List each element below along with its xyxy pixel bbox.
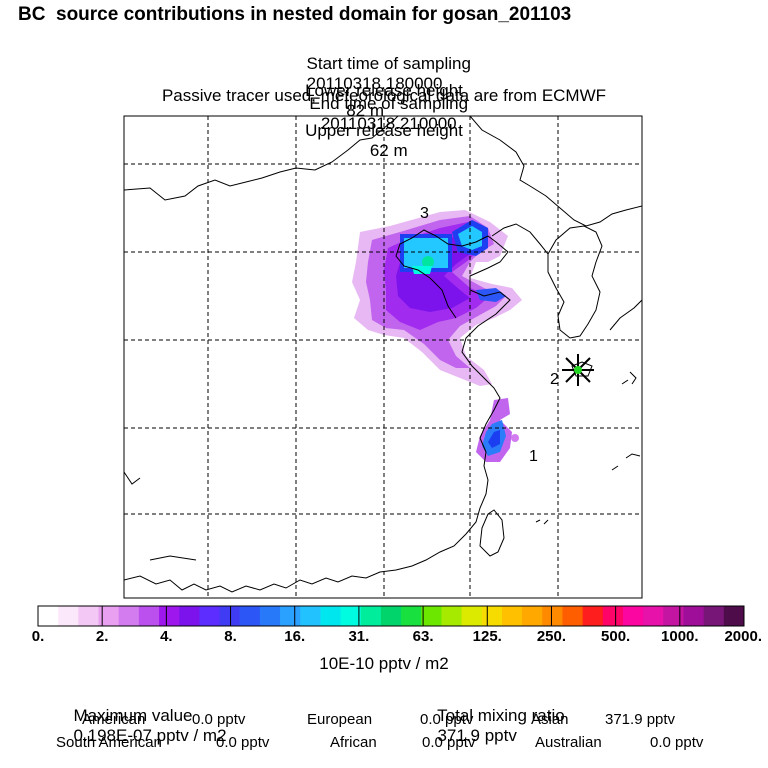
colorbar-tick-label: 2000. — [724, 628, 762, 645]
colorbar-tick-label: 16. — [284, 628, 306, 645]
colorbar-segment — [38, 606, 59, 626]
colorbar-segment — [179, 606, 200, 626]
map-frame — [123, 115, 643, 599]
colorbar-units: 10E-10 pptv / m2 — [319, 654, 449, 673]
sampling-time-line: Start time of sampling 20110318.180000 E… — [0, 34, 768, 134]
colorbar-segment — [501, 606, 523, 626]
total-mixing-line: Total mixing ratio 371.9 pptv — [428, 686, 588, 746]
colorbar-segment — [280, 606, 301, 626]
colorbar-segment — [360, 606, 382, 626]
source-label-3: 3 — [420, 205, 429, 222]
colorbar-segment — [643, 606, 664, 626]
contribution-plume — [352, 210, 522, 462]
african-label: African — [330, 734, 377, 751]
colorbar-segment — [481, 606, 503, 626]
colorbar-segment — [562, 606, 584, 626]
max-value: 0.198E-07 pptv / m2 — [73, 726, 227, 745]
colorbar-segment — [320, 606, 342, 626]
asian-label: Asian — [531, 711, 569, 728]
colorbar-tick-label: 250. — [536, 628, 567, 645]
colorbar-frame — [37, 605, 745, 627]
colorbar-tick-label: 31. — [348, 628, 370, 645]
colorbar-segment — [138, 606, 160, 626]
colorbar-segment — [441, 606, 463, 626]
lat-lon-grid — [124, 116, 642, 598]
total-mixing-label: Total mixing ratio — [437, 706, 565, 725]
colorbar-tick-label: 500. — [601, 628, 631, 645]
tracer-note: Passive tracer used, meteorological data… — [161, 86, 607, 105]
colorbar-tick-label: 63. — [412, 628, 434, 645]
african-value: 0.0 pptv — [422, 734, 476, 751]
start-time-label: Start time of sampling — [306, 54, 471, 73]
colorbar-segment — [683, 606, 705, 626]
colorbar-segment — [340, 606, 362, 626]
australian-value: 0.0 pptv — [650, 734, 704, 751]
total-mixing-value: 371.9 pptv — [437, 726, 517, 745]
start-time-value: 20110318.180000 — [306, 74, 443, 93]
max-value-line: Maximum value 0.198E-07 pptv / m2 — [64, 686, 227, 746]
american-value: 0.0 pptv — [192, 711, 246, 728]
colorbar-segment — [602, 606, 624, 626]
colorbar-segment — [522, 606, 543, 626]
upper-height-value: 62 m — [369, 141, 408, 160]
colorbar-tick-label: 125. — [472, 628, 502, 645]
map-title: BC source contributions in nested domain… — [18, 4, 572, 25]
lower-height-value: 82 m — [346, 101, 384, 120]
colorbar-segment — [118, 606, 140, 626]
south-american-label: South American — [56, 734, 162, 751]
south-american-value: 0.0 pptv — [216, 734, 270, 751]
colorbar-segment — [703, 606, 725, 626]
end-time-value: 20110318.210000 — [320, 114, 457, 133]
source-label-2: 2 — [550, 371, 559, 388]
colorbar-tick-label: 2. — [95, 628, 109, 645]
colorbar-segment — [58, 606, 79, 626]
release-height-line: Lower release height 82 m Upper release … — [0, 61, 768, 161]
asian-value: 371.9 pptv — [605, 711, 676, 728]
colorbar-segment — [401, 606, 422, 626]
european-label: European — [307, 711, 373, 728]
european-value: 0.0 pptv — [420, 711, 474, 728]
colorbar-segment — [723, 606, 745, 626]
source-label-1: 1 — [529, 448, 538, 465]
colorbar-tick-label: 0. — [31, 628, 45, 645]
colorbar-segment — [542, 606, 563, 626]
colorbar-segment — [582, 606, 604, 626]
colorbar-segment — [78, 606, 100, 626]
colorbar-segment — [300, 606, 321, 626]
australian-label: Australian — [535, 734, 602, 751]
max-value-label: Maximum value — [73, 706, 193, 725]
colorbar-segment — [159, 606, 180, 626]
colorbar-segment — [461, 606, 483, 626]
colorbar-segment — [380, 606, 402, 626]
colorbar-tick-label: 1000. — [661, 628, 699, 645]
receptor-star-icon — [562, 354, 594, 386]
colorbar-segment — [199, 606, 221, 626]
lower-height-label: Lower release height — [305, 81, 463, 100]
colorbar-segment — [239, 606, 261, 626]
colorbar-segment — [219, 606, 241, 626]
colorbar — [38, 606, 745, 626]
colorbar-segment — [663, 606, 684, 626]
american-label: American — [82, 711, 146, 728]
end-time-label: End time of sampling — [309, 94, 469, 113]
colorbar-tick-label: 8. — [224, 628, 237, 645]
colorbar-segment — [421, 606, 442, 626]
colorbar-segment — [622, 606, 644, 626]
coastlines — [124, 116, 642, 593]
colorbar-segment — [98, 606, 120, 626]
colorbar-segment — [259, 606, 281, 626]
colorbar-tick-label: 4. — [160, 628, 173, 645]
